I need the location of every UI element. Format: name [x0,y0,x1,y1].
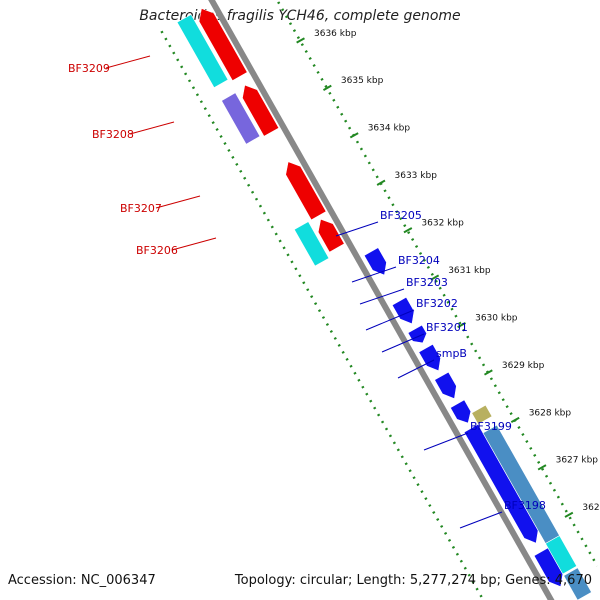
kbp-tick [457,321,466,329]
label-leader-line [365,309,415,331]
kbp-tick-label: 3630 kbp [475,313,518,323]
kbp-tick-label: 3628 kbp [529,408,572,418]
gene-label-reverse: BF3209 [68,62,110,75]
label-leader-line [155,195,201,209]
gene-feature [463,423,539,544]
kbp-tick [483,369,493,376]
label-leader-line [381,333,425,353]
genome-backbone [208,0,555,600]
gene-label-forward: BF3204 [398,254,440,267]
gene-label-forward: BF3201 [426,321,468,334]
gene-feature [563,567,592,600]
gene-feature [449,399,472,424]
kbp-tick [537,464,547,471]
kbp-tick-label: 3631 kbp [448,266,491,276]
label-leader-line [423,432,469,451]
gene-label-forward: smpB [436,347,467,360]
gene-feature [242,84,280,137]
gene-label-forward: BF3199 [470,420,512,433]
gene-label-forward: BF3205 [380,209,422,222]
ruler-line-forward [275,0,599,567]
kbp-tick [403,227,413,234]
kbp-tick-label: 3632 kbp [421,219,464,229]
gene-label-reverse: BF3207 [120,202,162,215]
label-leader-line [397,359,435,379]
gene-feature [471,404,493,425]
kbp-tick-label: 3633 kbp [395,171,438,181]
gene-feature [317,218,345,253]
kbp-tick [349,132,359,139]
kbp-tick-label: 3635 kbp [341,76,384,86]
kbp-tick [296,37,305,44]
gene-feature [176,14,229,89]
gene-label-forward: BF3198 [504,499,546,512]
gene-feature [363,247,387,276]
gene-feature [293,221,330,267]
scale-rulers [160,0,599,600]
kbp-tick [510,416,520,423]
kbp-tick-label: 3629 kbp [502,361,545,371]
topology-text: Topology: circular; Length: 5,277,274 bp… [234,573,592,588]
label-leader-line [129,121,175,135]
gene-feature [285,161,327,221]
accession-text: Accession: NC_006347 [8,573,156,588]
kbp-tick-label: 3634 kbp [368,124,411,134]
label-leader-line [359,288,405,305]
gene-feature [418,343,441,372]
label-leader-line [351,266,397,283]
label-leader-line [335,221,379,237]
kbp-tick-label: 3627 kbp [556,456,599,466]
label-leader-line [171,237,217,251]
gene-feature [221,92,261,145]
kbp-tick-label: 3636 kbp [314,29,357,39]
gene-labels: BF3209 BF3208 BF3207 BF3206 BF3205 BF3204 BF32… [68,55,546,529]
kbp-tick [376,179,386,186]
kbp-tick-label: 3626 kbp [582,503,600,513]
label-leader-line [459,511,503,529]
gene-label-reverse: BF3206 [136,244,178,257]
kbp-tick [430,274,440,281]
gene-label-forward: BF3203 [406,276,448,289]
gene-feature [533,547,564,588]
backbone-line [208,0,555,600]
ruler-line-reverse [160,30,485,600]
gene-feature [198,8,248,82]
gene-feature [545,535,578,575]
gene-label-forward: BF3202 [416,297,458,310]
label-leader-line [105,55,151,69]
gene-label-reverse: BF3208 [92,128,134,141]
gene-feature [434,371,457,400]
kbp-tick [564,511,574,518]
kbp-tick [322,84,332,91]
